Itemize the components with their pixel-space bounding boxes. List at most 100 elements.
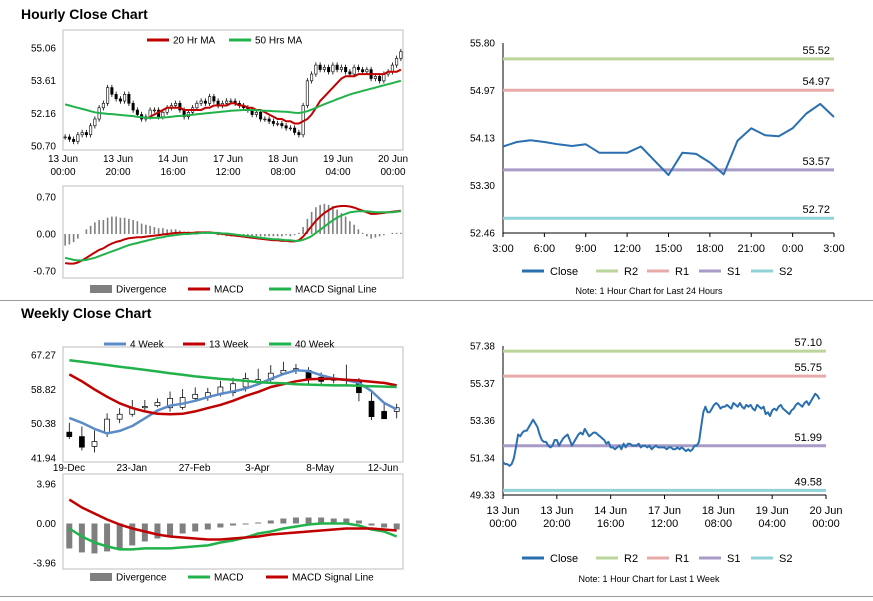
divergence-bar: [167, 523, 174, 536]
candle-body: [297, 132, 301, 136]
divergence-bar: [381, 523, 388, 528]
x-tick-label: 20 Jun: [378, 154, 408, 165]
ma-20hr-line: [149, 68, 402, 125]
candle-body: [259, 111, 263, 120]
hourly-price-frame: [62, 29, 404, 151]
x-tick-label: 13 Jun: [103, 154, 133, 165]
candle-body: [314, 64, 318, 75]
hourly-macd-frame: [62, 185, 404, 279]
section-divider: [0, 300, 873, 301]
candle-body: [199, 100, 203, 104]
candle-body: [114, 94, 118, 100]
legend-divergence-swatch: [90, 573, 112, 581]
divergence-bar: [78, 523, 85, 553]
candle-body: [192, 393, 199, 399]
hourly-section-title: Hourly Close Chart: [21, 6, 148, 22]
candle-body: [131, 102, 135, 111]
close-line: [502, 392, 821, 467]
x-tick-label: 00:00: [489, 518, 517, 530]
ma-13week-line: [68, 373, 397, 416]
legend-divergence-label: Divergence: [116, 285, 167, 296]
level-label-r1: 54.97: [802, 76, 830, 88]
candle-body: [284, 125, 288, 129]
candle-body: [106, 87, 110, 104]
candle-body: [381, 411, 387, 420]
x-tick-label: 3:00: [492, 243, 513, 255]
candle-body: [356, 67, 360, 70]
candle-body: [110, 87, 114, 95]
divergence-bar: [192, 523, 199, 532]
candle-body: [80, 132, 84, 136]
level-label-r1: 55.75: [794, 362, 822, 374]
x-tick-label: 12:00: [613, 243, 641, 255]
candle-body: [254, 111, 258, 115]
divergence-bar: [267, 520, 274, 524]
candle-body: [229, 100, 233, 103]
divergence-bar: [91, 523, 98, 554]
legend-4week-label: 4 Week: [130, 340, 165, 351]
legend-close-label: Close: [550, 266, 578, 278]
divergence-bar: [242, 523, 249, 525]
candle-body: [352, 67, 356, 75]
candle-body: [348, 71, 352, 75]
candle-body: [135, 109, 139, 115]
x-tick-label: 23-Jan: [117, 463, 148, 474]
candle-body: [118, 98, 122, 102]
x-tick-label: 9:00: [575, 243, 596, 255]
ma-50hr-line: [64, 79, 402, 119]
y-tick-label: 51.34: [470, 453, 495, 464]
candle-body: [263, 118, 267, 121]
divergence-bar: [154, 523, 161, 539]
y-tick-label: 52.16: [31, 109, 56, 120]
candle-body: [203, 100, 207, 104]
weekly-section-title: Weekly Close Chart: [21, 305, 152, 321]
candle-body: [63, 136, 67, 139]
x-tick-label: 14 Jun: [158, 154, 188, 165]
y-tick-label: 55.37: [470, 379, 495, 390]
x-tick-label: 19-Dec: [53, 463, 85, 474]
candle-body: [127, 94, 131, 104]
legend-13week-label: 13 Week: [209, 340, 249, 351]
x-tick-label: 00:00: [380, 167, 405, 178]
legend-close-label: Close: [550, 553, 578, 565]
candle-body: [395, 58, 399, 66]
chart-note: Note: 1 Hour Chart for Last 24 Hours: [575, 286, 723, 296]
candle-body: [154, 402, 161, 407]
y-tick-label: 53.36: [470, 416, 495, 427]
x-tick-label: 6:00: [534, 243, 555, 255]
legend-macd-signal-label: MACD Signal Line: [292, 573, 374, 584]
candle-body: [76, 134, 80, 142]
divergence-bar: [280, 518, 287, 524]
x-tick-label: 3-Apr: [245, 463, 270, 474]
candle-body: [305, 80, 309, 106]
x-tick-label: 08:00: [705, 518, 733, 530]
x-tick-label: 0:00: [782, 243, 803, 255]
x-tick-label: 08:00: [270, 167, 295, 178]
x-tick-label: 19 Jun: [323, 154, 353, 165]
candle-body: [393, 407, 400, 412]
x-tick-label: 17 Jun: [648, 505, 681, 517]
weekly-macd-frame: [62, 473, 404, 570]
candle-body: [365, 69, 369, 73]
y-tick-label: 58.82: [31, 385, 56, 396]
x-tick-label: 16:00: [597, 518, 625, 530]
candle-body: [67, 136, 71, 140]
legend-r2-label: R2: [624, 553, 638, 565]
x-tick-label: 18 Jun: [268, 154, 298, 165]
x-tick-label: 17 Jun: [213, 154, 243, 165]
candle-body: [225, 100, 229, 104]
close-line: [502, 102, 835, 176]
chart-note: Note: 1 Hour Chart for Last 1 Week: [579, 574, 720, 584]
x-tick-label: 12-Jun: [368, 463, 399, 474]
legend-r1-label: R1: [675, 266, 689, 278]
candle-body: [242, 378, 249, 388]
legend-s1-label: S1: [727, 553, 740, 565]
legend-r2-label: R2: [624, 266, 638, 278]
level-label-s2: 49.58: [794, 476, 822, 488]
divergence-bar: [116, 523, 123, 550]
x-tick-label: 14 Jun: [594, 505, 627, 517]
x-tick-label: 19 Jun: [756, 505, 789, 517]
candle-body: [331, 64, 335, 73]
candle-body: [399, 51, 403, 59]
divergence-bar: [368, 523, 375, 526]
